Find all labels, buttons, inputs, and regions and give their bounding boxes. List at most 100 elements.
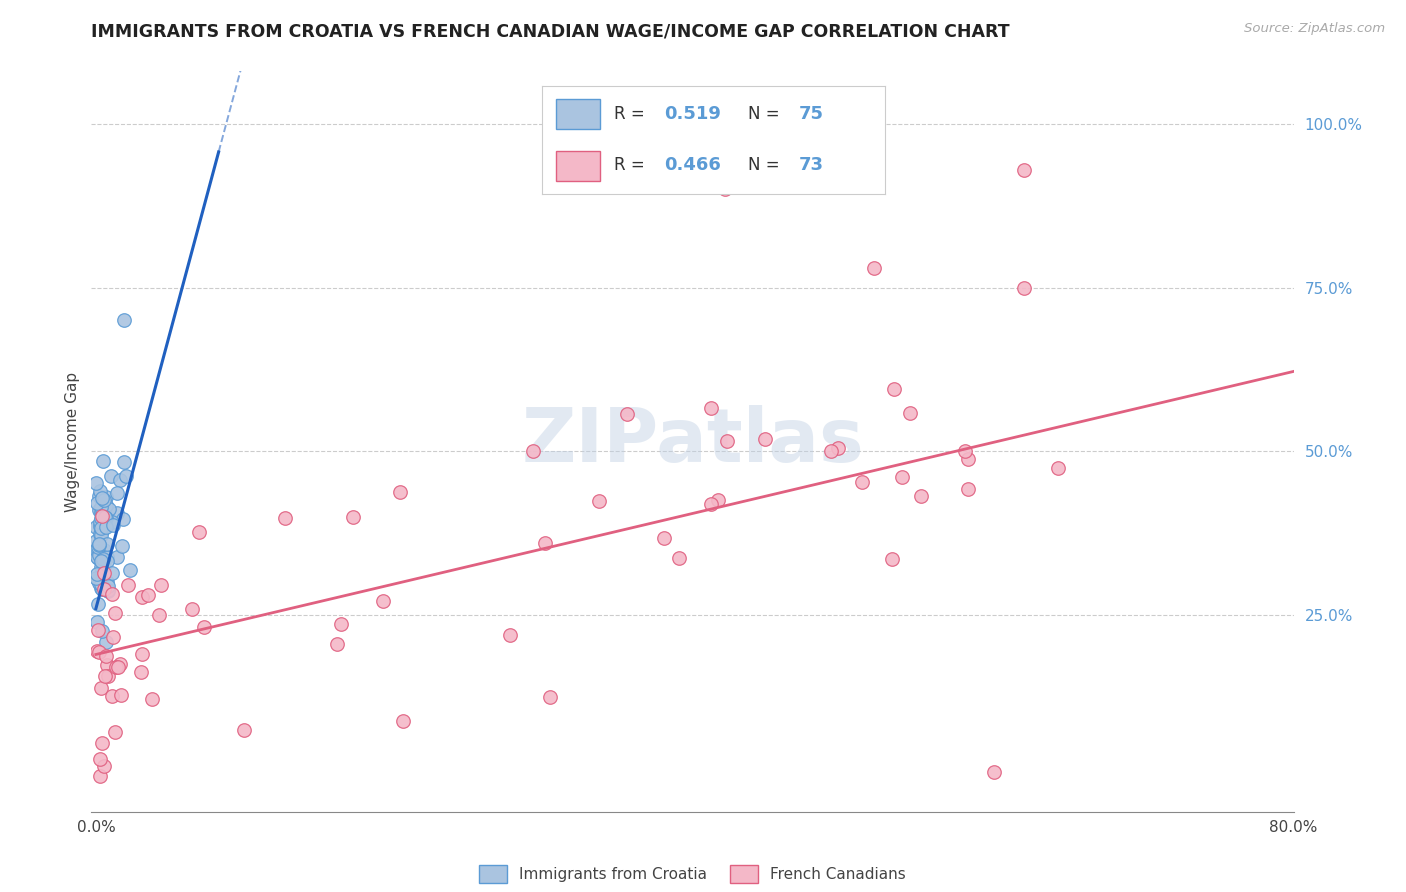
Point (89, 538, 111, 552)
Point (150, 578, 173, 592)
Point (616, 407, 638, 421)
Point (115, 469, 138, 483)
Text: IMMIGRANTS FROM CROATIA VS FRENCH CANADIAN WAGE/INCOME GAP CORRELATION CHART: IMMIGRANTS FROM CROATIA VS FRENCH CANADI… (91, 22, 1010, 40)
Point (105, 550, 128, 565)
Point (94, 498, 117, 512)
Y-axis label: Wage/Income Gap: Wage/Income Gap (65, 371, 80, 512)
Point (86, 549, 108, 564)
Point (148, 608, 170, 623)
Point (953, 443, 976, 458)
Point (89, 575, 111, 590)
Point (93, 566, 115, 580)
Point (89, 537, 111, 551)
Point (111, 539, 134, 553)
Point (86, 567, 108, 582)
Point (138, 589, 160, 603)
Point (90, 510, 112, 524)
Point (93, 543, 115, 558)
Point (97, 584, 120, 599)
Point (100, 469, 122, 483)
Point (84, 534, 107, 549)
Point (652, 531, 675, 545)
Point (707, 492, 730, 507)
Point (89, 527, 111, 541)
Point (716, 434, 738, 449)
Point (820, 444, 842, 458)
Point (957, 451, 980, 466)
Point (89, 752, 111, 766)
Point (882, 551, 904, 566)
Point (101, 689, 124, 703)
Point (91, 505, 114, 519)
Point (754, 432, 776, 446)
Point (96, 536, 118, 550)
Point (87, 573, 110, 587)
Point (87, 624, 110, 638)
Legend: Immigrants from Croatia, French Canadians: Immigrants from Croatia, French Canadian… (474, 859, 911, 889)
Point (87, 551, 110, 566)
Point (89, 769, 111, 783)
Point (117, 578, 139, 592)
Point (93, 582, 115, 596)
Point (101, 515, 124, 529)
Point (108, 473, 131, 487)
Point (1012, 162, 1035, 177)
Point (91, 624, 114, 638)
Point (112, 313, 135, 327)
Point (131, 647, 153, 661)
Point (891, 470, 914, 484)
Point (87, 489, 110, 503)
Text: Source: ZipAtlas.com: Source: ZipAtlas.com (1244, 22, 1385, 36)
Point (101, 566, 124, 581)
Point (956, 482, 979, 496)
Point (91, 568, 114, 582)
Point (111, 511, 134, 525)
Point (86, 644, 108, 658)
Point (93, 558, 115, 573)
Point (94, 510, 117, 524)
Point (96, 549, 118, 564)
Point (104, 660, 127, 674)
Point (86, 540, 108, 554)
Point (96, 658, 118, 673)
Point (104, 724, 127, 739)
Point (93, 669, 115, 683)
Point (101, 587, 124, 601)
Text: ZIPatlas: ZIPatlas (522, 405, 863, 478)
Point (94, 635, 117, 649)
Point (274, 510, 297, 524)
Point (883, 383, 905, 397)
Point (188, 525, 211, 540)
Point (89, 518, 111, 533)
Point (131, 590, 153, 604)
Point (90, 505, 112, 519)
Point (101, 630, 124, 644)
Point (107, 485, 129, 500)
Point (371, 594, 394, 608)
Point (93, 493, 115, 508)
Point (90, 735, 112, 749)
Point (93, 759, 115, 773)
Point (97, 579, 120, 593)
Point (392, 714, 415, 728)
Point (326, 637, 349, 651)
Point (110, 657, 132, 671)
Point (330, 616, 353, 631)
Point (89, 515, 111, 529)
Point (713, 182, 735, 196)
Point (700, 401, 723, 415)
Point (863, 260, 886, 275)
Point (96, 490, 118, 504)
Point (107, 660, 129, 674)
Point (910, 489, 932, 503)
Point (98, 502, 121, 516)
Point (91, 509, 114, 524)
Point (112, 454, 135, 468)
Point (90, 500, 112, 514)
Point (90, 554, 112, 568)
Point (588, 494, 610, 508)
Point (851, 475, 873, 489)
Point (110, 688, 132, 702)
Point (97, 669, 120, 683)
Point (86, 615, 108, 629)
